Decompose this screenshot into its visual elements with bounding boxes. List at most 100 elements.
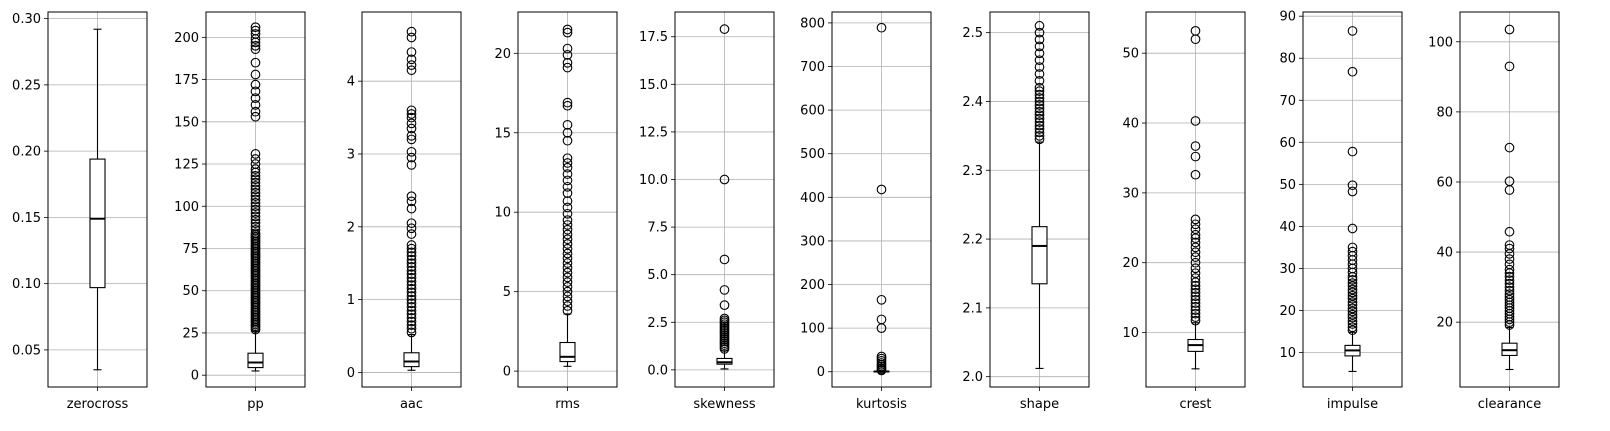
y-tick-label: 10 bbox=[494, 206, 511, 221]
outlier-point bbox=[1190, 151, 1201, 162]
outlier-point bbox=[1034, 106, 1045, 117]
outlier-point bbox=[562, 301, 573, 311]
y-tick-label: 12.5 bbox=[639, 125, 668, 140]
y-tick-label: 50 bbox=[1122, 47, 1139, 62]
outlier-point bbox=[1347, 293, 1358, 304]
outlier-point bbox=[250, 154, 261, 164]
outlier-point bbox=[1190, 291, 1201, 302]
y-tick-label: 50 bbox=[182, 284, 199, 299]
outlier-point bbox=[1347, 312, 1358, 323]
outlier-point bbox=[562, 286, 573, 297]
outlier-point bbox=[406, 26, 417, 37]
y-tick-label: 20 bbox=[1122, 256, 1139, 271]
y-tick-label: 80 bbox=[1279, 52, 1296, 67]
y-tick-label: 30 bbox=[1279, 262, 1296, 277]
outlier-point bbox=[562, 208, 573, 219]
outlier-point bbox=[719, 300, 730, 310]
x-tick-label: impulse bbox=[1327, 397, 1378, 412]
outlier-point bbox=[1504, 61, 1515, 72]
outlier-point bbox=[1347, 290, 1358, 301]
outlier-point bbox=[406, 247, 417, 258]
outlier-point bbox=[250, 93, 261, 103]
y-tick-label: 60 bbox=[1436, 175, 1453, 190]
outlier-point bbox=[1504, 275, 1515, 285]
outlier-point bbox=[1190, 141, 1201, 151]
outlier-point bbox=[1034, 117, 1045, 127]
subplot-skewness: 0.0 2.5 5.0 7.5 10.0 12.5 15.0 17.5 skewness bbox=[639, 11, 775, 412]
y-tick-label: 0 bbox=[817, 365, 825, 380]
y-tick-label: 0.10 bbox=[12, 277, 41, 292]
outlier-point bbox=[406, 258, 417, 269]
outlier-point bbox=[562, 97, 573, 108]
y-tick-label: 700 bbox=[800, 60, 825, 75]
outlier-point bbox=[562, 127, 573, 138]
outlier-point bbox=[1034, 62, 1045, 72]
y-tick-label: 20 bbox=[1279, 304, 1296, 319]
x-tick-label: rms bbox=[555, 397, 580, 412]
outlier-point bbox=[406, 312, 417, 323]
outlier-point bbox=[562, 224, 573, 235]
y-tick-label: 10.0 bbox=[639, 173, 668, 188]
outlier-point bbox=[562, 24, 573, 35]
outlier-point bbox=[1034, 96, 1045, 107]
outlier-point bbox=[406, 65, 417, 76]
outlier-point bbox=[406, 265, 417, 276]
outlier-point bbox=[1347, 325, 1358, 336]
outlier-point bbox=[1190, 247, 1201, 258]
y-tick-label: 2.3 bbox=[962, 164, 983, 179]
outlier-point bbox=[1190, 312, 1201, 323]
outlier-point bbox=[250, 69, 261, 80]
outlier-point bbox=[1347, 309, 1358, 320]
outlier-point bbox=[1347, 281, 1358, 291]
outlier-point bbox=[250, 111, 261, 122]
y-tick-label: 10 bbox=[1279, 346, 1296, 361]
y-tick-label: 0 bbox=[347, 366, 355, 381]
outlier-point bbox=[876, 184, 887, 195]
outlier-point bbox=[1347, 316, 1358, 326]
y-tick-label: 500 bbox=[800, 147, 825, 162]
outlier-point bbox=[1190, 26, 1201, 36]
y-tick-label: 17.5 bbox=[639, 30, 668, 45]
outlier-point bbox=[1034, 131, 1045, 141]
outlier-point bbox=[406, 262, 417, 272]
outlier-point bbox=[406, 327, 417, 338]
subplot-shape: 2.0 2.1 2.2 2.3 2.4 2.5 shape bbox=[962, 11, 1090, 412]
y-tick-label: 2.5 bbox=[647, 316, 668, 331]
y-tick-label: 2.0 bbox=[962, 370, 983, 385]
y-tick-label: 50 bbox=[1279, 178, 1296, 193]
y-tick-label: 2.5 bbox=[962, 26, 983, 41]
outlier-point bbox=[562, 196, 573, 206]
outlier-point bbox=[562, 43, 573, 54]
outlier-point bbox=[1034, 34, 1045, 45]
outlier-point bbox=[406, 196, 417, 207]
y-tick-label: 125 bbox=[174, 158, 199, 173]
outlier-point bbox=[406, 160, 417, 170]
outlier-point bbox=[562, 162, 573, 173]
outlier-point bbox=[562, 119, 573, 130]
box bbox=[403, 352, 420, 368]
y-tick-label: 40 bbox=[1122, 117, 1139, 132]
outlier-point bbox=[250, 106, 261, 117]
outlier-point bbox=[1504, 176, 1515, 187]
outlier-point bbox=[876, 22, 887, 33]
outlier-point bbox=[406, 280, 417, 290]
subplot-pp: 0 25 50 75 100 125 150 175 200 pp bbox=[174, 11, 306, 412]
outlier-point bbox=[250, 159, 261, 169]
outlier-point bbox=[406, 218, 417, 229]
outlier-point bbox=[1190, 224, 1201, 235]
outlier-point bbox=[1504, 264, 1515, 275]
y-tick-label: 2.1 bbox=[962, 301, 983, 316]
outlier-point bbox=[562, 258, 573, 268]
box bbox=[247, 352, 264, 369]
y-tick-label: 0.05 bbox=[12, 343, 41, 358]
outlier-point bbox=[1034, 127, 1045, 138]
outlier-point bbox=[406, 305, 417, 316]
outlier-point bbox=[562, 181, 573, 192]
outlier-point bbox=[1034, 100, 1045, 110]
y-tick-label: 5.0 bbox=[647, 268, 668, 283]
outlier-point bbox=[1034, 103, 1045, 114]
outlier-point bbox=[250, 174, 261, 185]
outlier-point bbox=[1347, 297, 1358, 307]
outlier-point bbox=[719, 24, 730, 34]
outlier-point bbox=[250, 228, 261, 239]
